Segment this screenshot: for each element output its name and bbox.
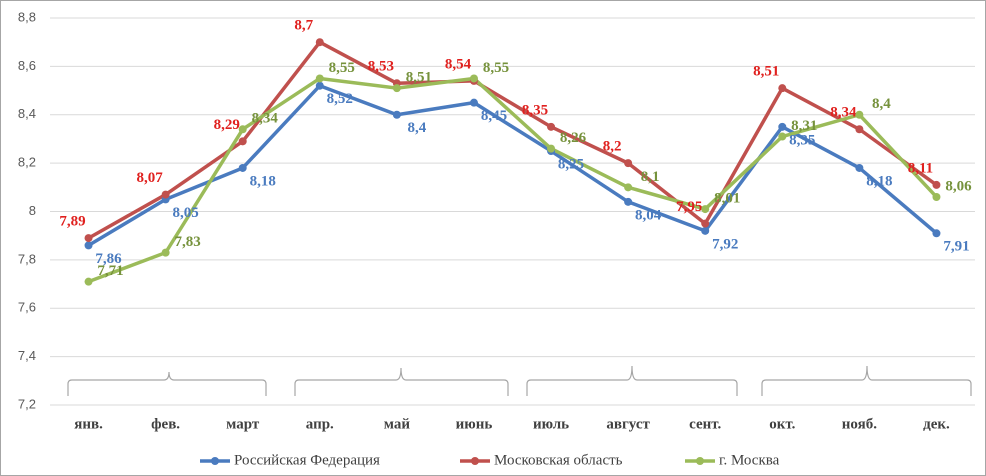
legend-marker	[696, 457, 704, 465]
data-label: 8,01	[714, 191, 740, 207]
data-point	[778, 132, 787, 141]
data-label: 8,05	[173, 205, 199, 221]
data-point	[778, 84, 787, 93]
data-label: 8,35	[522, 102, 548, 118]
legend-label: Российская Федерация	[234, 452, 380, 468]
y-tick-label: 7,4	[18, 348, 36, 363]
legend-label: г. Москва	[719, 452, 780, 468]
data-point	[855, 163, 864, 172]
data-label: 8,18	[250, 173, 276, 189]
data-point	[701, 205, 710, 214]
data-label: 8,29	[214, 117, 240, 133]
data-label: 7,86	[95, 251, 122, 267]
data-point	[547, 122, 556, 131]
y-tick-label: 7,2	[18, 396, 36, 411]
data-label: 7,89	[59, 214, 85, 230]
x-tick-label: август	[606, 416, 650, 432]
data-label: 8,7	[294, 18, 313, 34]
data-label: 7,91	[943, 239, 969, 255]
data-point	[84, 234, 93, 243]
y-tick-label: 8,6	[18, 58, 36, 73]
data-point	[932, 180, 941, 189]
x-tick-label: май	[384, 416, 411, 432]
data-label: 8,25	[558, 156, 584, 172]
x-tick-label: окт.	[769, 416, 795, 432]
data-point	[238, 137, 247, 146]
data-point	[701, 219, 710, 228]
data-point	[855, 125, 864, 134]
data-point	[624, 197, 633, 206]
y-tick-label: 7,6	[18, 300, 36, 315]
data-point	[84, 277, 93, 286]
data-label: 8,34	[830, 105, 857, 121]
data-point	[469, 74, 478, 83]
data-label: 8,26	[560, 130, 587, 146]
data-label: 8,1	[641, 169, 660, 185]
data-label: 7,92	[712, 236, 738, 252]
data-label: 8,34	[252, 111, 279, 127]
data-label: 8,55	[329, 60, 355, 76]
data-label: 8,06	[945, 178, 972, 194]
data-point	[161, 190, 170, 199]
x-tick-label: июнь	[456, 416, 493, 432]
data-point	[392, 84, 401, 93]
y-tick-label: 7,8	[18, 251, 36, 266]
data-point	[238, 163, 247, 172]
data-label: 8,35	[789, 132, 815, 148]
data-point	[469, 98, 478, 107]
data-label: 8,51	[753, 64, 779, 80]
data-point	[624, 159, 633, 168]
data-label: 8,04	[635, 207, 662, 223]
x-tick-label: июль	[533, 416, 569, 432]
data-point	[315, 74, 324, 83]
x-tick-label: янв.	[74, 416, 103, 432]
data-label: 8,4	[872, 96, 891, 112]
data-point	[778, 122, 787, 131]
data-label: 8,4	[408, 120, 427, 136]
x-tick-label: нояб.	[842, 416, 877, 432]
data-point	[932, 192, 941, 201]
x-tick-label: дек.	[923, 416, 950, 432]
y-tick-label: 8,4	[18, 106, 36, 121]
x-tick-label: фев.	[151, 416, 180, 432]
x-tick-label: апр.	[306, 416, 334, 432]
data-label: 8,53	[368, 59, 394, 75]
data-label: 7,83	[175, 234, 201, 250]
data-label: 8,18	[866, 173, 892, 189]
data-label: 7,71	[97, 263, 123, 279]
data-point	[624, 183, 633, 192]
legend-marker	[211, 457, 219, 465]
data-label: 8,2	[603, 139, 622, 155]
data-point	[84, 241, 93, 250]
legend-marker	[471, 457, 479, 465]
data-label: 7,95	[676, 199, 702, 215]
y-tick-label: 8,8	[18, 9, 36, 24]
data-label: 8,07	[137, 170, 164, 186]
x-tick-label: сент.	[689, 416, 721, 432]
data-label: 8,31	[791, 118, 817, 134]
data-point	[855, 110, 864, 119]
data-point	[932, 229, 941, 238]
data-point	[161, 248, 170, 257]
data-label: 8,11	[908, 160, 933, 176]
data-label: 8,55	[483, 60, 509, 76]
data-point	[238, 125, 247, 134]
data-point	[701, 226, 710, 235]
x-tick-label: март	[226, 416, 260, 432]
data-point	[315, 38, 324, 47]
data-label: 8,51	[406, 70, 432, 86]
y-tick-label: 8,2	[18, 155, 36, 170]
legend-label: Московская область	[494, 452, 623, 468]
quarter-braces	[67, 365, 972, 396]
y-tick-label: 8	[29, 203, 36, 218]
series-line	[87, 76, 938, 284]
data-label: 8,54	[445, 56, 472, 72]
data-label: 8,45	[481, 108, 507, 124]
data-label: 8,52	[327, 91, 353, 107]
data-point	[547, 144, 556, 153]
data-point	[315, 81, 324, 90]
data-point	[392, 110, 401, 119]
